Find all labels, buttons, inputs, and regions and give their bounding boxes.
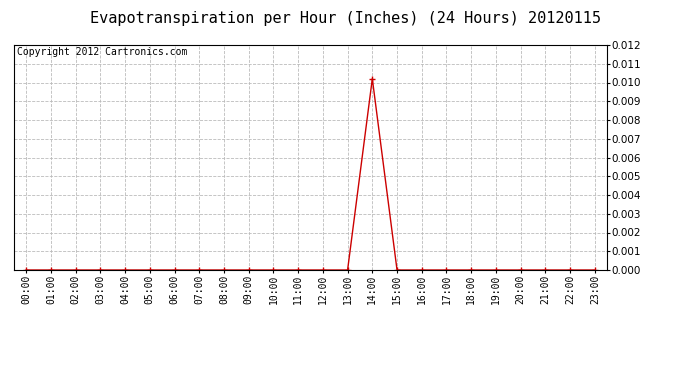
Text: Copyright 2012 Cartronics.com: Copyright 2012 Cartronics.com [17,47,187,57]
Text: Evapotranspiration per Hour (Inches) (24 Hours) 20120115: Evapotranspiration per Hour (Inches) (24… [90,11,600,26]
